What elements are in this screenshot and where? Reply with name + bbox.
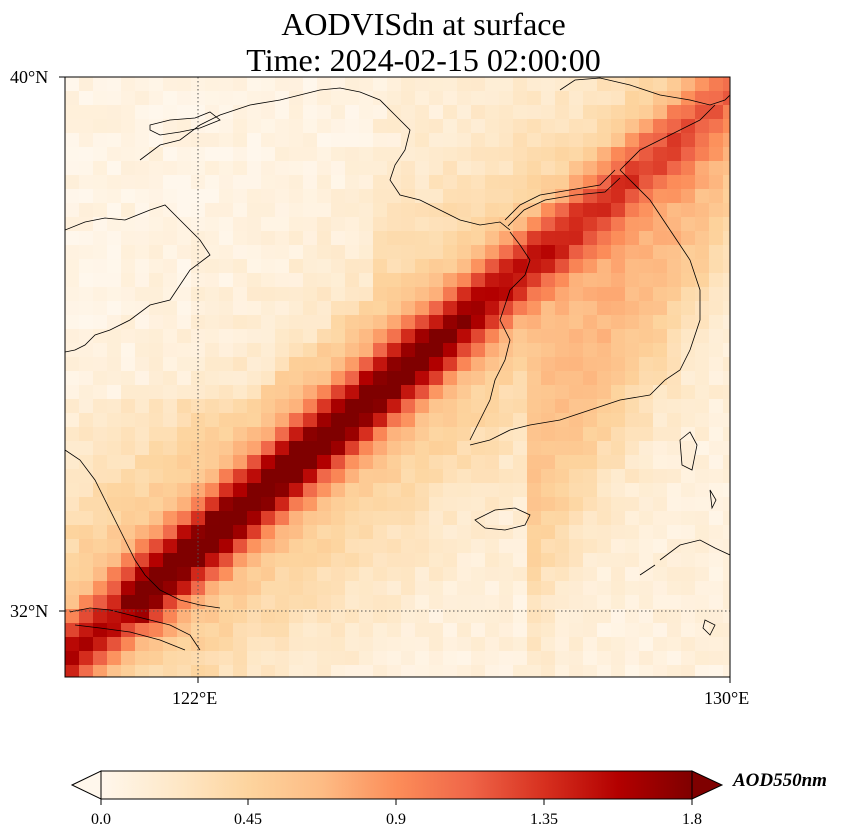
colorbar-label: AOD550nm	[733, 770, 827, 791]
map-title-line2: Time: 2024-02-15 02:00:00	[246, 42, 601, 78]
lat-label-40n: 40°N	[10, 67, 49, 87]
coastlines	[65, 77, 730, 651]
bohai-islands	[149, 111, 221, 136]
colorbar-tick-4: 1.8	[682, 811, 702, 828]
yangtze-estuary	[69, 607, 201, 651]
russia-coastline	[559, 77, 730, 106]
map-frame	[64, 76, 731, 678]
aod-field	[65, 77, 730, 677]
colorbar-tick-0: 0.0	[91, 811, 111, 828]
colorbar-extend-max	[691, 770, 724, 800]
jeju-island	[474, 507, 531, 531]
korea-east-north	[619, 104, 716, 171]
korea-south-coast	[469, 394, 651, 446]
lon-label-130e: 130°E	[704, 688, 750, 708]
colorbar-tick-2: 0.9	[386, 811, 406, 828]
colorbar-tick-1: 0.45	[234, 811, 262, 828]
colorbar-extend-min	[70, 770, 102, 800]
korea-east-coast	[619, 169, 701, 396]
map-title-line1: AODVISdn at surface	[281, 6, 566, 42]
china-coastline	[65, 204, 211, 353]
colorbar-tick-3: 1.35	[530, 811, 558, 828]
jiangsu-coastline	[65, 449, 221, 609]
dmz-border	[504, 169, 621, 227]
lat-label-32n: 32°N	[10, 601, 49, 621]
colorbar-bar	[100, 770, 693, 800]
liaodong-coastline	[139, 87, 511, 231]
lon-label-122e: 122°E	[172, 688, 218, 708]
kyushu-coastline	[639, 489, 730, 636]
korea-west-coast	[469, 231, 531, 441]
tsushima-island	[679, 431, 698, 471]
